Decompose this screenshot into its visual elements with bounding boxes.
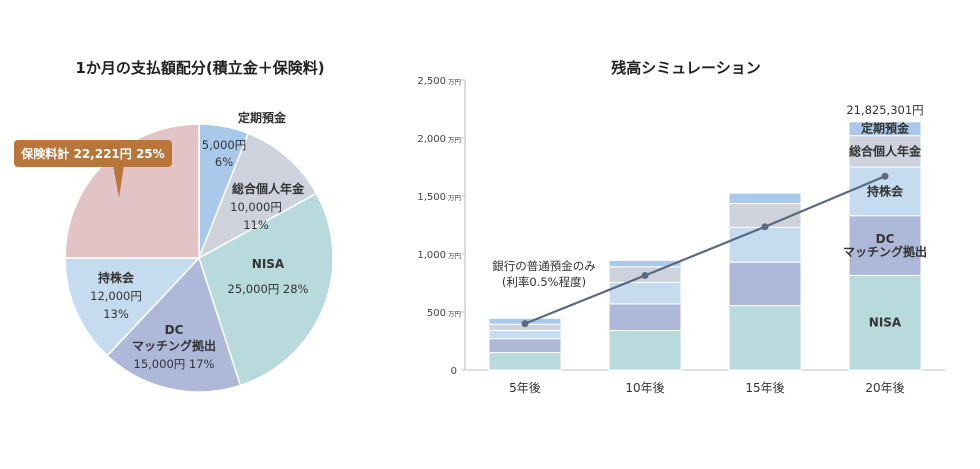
callout-box [14,140,172,167]
bar-segment [488,338,562,354]
pie-label-value-line: 11% [243,218,269,232]
bar-segment-label: DC マッチング拠出 [843,232,927,259]
pie-label-name: 総合個人年金 [232,181,305,196]
y-tick-label: 500 [427,308,446,319]
line-point [761,223,769,231]
line-point [641,271,649,279]
pie-label-name-line: 総合個人年金 [232,181,305,196]
callout: 保険料計 22,221円 25% [14,140,172,198]
bar-segment [728,261,802,307]
pie-label-name-line: 定期預金 [238,110,287,125]
bar-segment [848,274,922,371]
pie-label-name: 定期預金 [238,110,287,125]
pie-label-value: 15,000円 17% [134,357,215,371]
bar-segment-label: 定期預金 [861,121,910,136]
line-series-label-line: 銀行の普通預金のみ [492,259,596,273]
y-tick-label: 0 [451,366,457,377]
total-annotation: 21,825,301円 [846,103,923,117]
bar-segment [728,305,802,371]
bar-segment-label: NISA [869,316,902,330]
bar-segment-label-line: 定期預金 [861,121,910,136]
y-tick-unit: 万円 [448,78,461,86]
bar-segment [608,330,682,371]
bar-segment [488,352,562,371]
line-series-label: 銀行の普通預金のみ (利率0.5%程度) [492,259,596,289]
y-tick-label: 1,000 [417,250,446,261]
bar-segment [728,226,802,263]
pie-label-value-line: 13% [103,307,129,321]
bar-segment-label-line: 総合個人年金 [849,143,922,158]
y-tick-label: 1,500 [417,192,446,203]
y-tick-unit: 万円 [448,194,461,202]
line-series-label-line: (利率0.5%程度) [502,275,586,289]
y-tick-label: 2,000 [417,134,446,145]
bar-segment [848,215,922,276]
y-tick-unit: 万円 [448,310,461,318]
pie-chart: 定期預金 5,000円 6% 総合個人年金 10,000円 11% NISA 25,000円 … [14,110,334,393]
pie-label-name-line: NISA [252,257,285,271]
x-tick-label: 15年後 [745,381,784,395]
pie-label-name-line: マッチング拠出 [132,338,216,353]
bar-segment [608,259,682,268]
pie-label-name-line: DC [165,323,184,337]
pie-label-value-line: 5,000円 [202,138,246,152]
pie-label-name: 持株会 [98,270,135,285]
pie-label-value-line: 12,000円 [90,289,142,303]
callout-text: 保険料計 22,221円 25% [20,146,164,161]
y-tick-unit: 万円 [448,252,461,260]
pie-slice [64,257,201,357]
pie-label-value-line: 6% [215,155,233,169]
line-point [521,320,529,328]
bar-segment-label-line: マッチング拠出 [843,244,927,259]
line-series [524,175,886,325]
pie-label-value: 12,000円 13% [90,289,142,321]
bar-segment-label-line: NISA [869,316,902,330]
pie-label-name: DC マッチング拠出 [132,323,216,353]
bar-segment-label-line: DC [876,232,895,246]
bar-segment [608,303,682,332]
line-point [881,172,889,180]
pie-label-value-line: 10,000円 [230,200,282,214]
bar-segment-label: 持株会 [867,183,904,198]
pie-slice [106,256,242,393]
bar-segment [848,135,922,168]
pie-label-value: 10,000円 11% [230,200,282,232]
pie-slice [197,132,318,260]
x-tick-label: 10年後 [625,381,664,395]
x-tick-label: 5年後 [509,381,541,395]
x-tick-label: 20年後 [865,381,904,395]
bar-segment-label-line: 持株会 [867,183,904,198]
callout-pointer [113,165,124,198]
pie-label-name-line: 持株会 [98,270,135,285]
bar-segment [848,121,922,137]
pie-label-value-line: 25,000円 28% [228,282,309,296]
y-tick-unit: 万円 [448,136,461,144]
pie-label-value: 5,000円 6% [202,138,246,169]
bar-segment [728,192,802,205]
bar-title: 残高シミュレーション [611,59,760,77]
bar-segment-label: 総合個人年金 [849,143,922,158]
pie-label-name: NISA [252,257,285,271]
pie-slice [198,192,334,387]
pie-label-value: 25,000円 28% [228,282,309,296]
y-tick-label: 2,500 [417,76,446,87]
bar-segment [488,330,562,340]
pie-title: 1か月の支払額配分(積立金＋保険料) [75,59,324,77]
pie-label-value-line: 15,000円 17% [134,357,215,371]
